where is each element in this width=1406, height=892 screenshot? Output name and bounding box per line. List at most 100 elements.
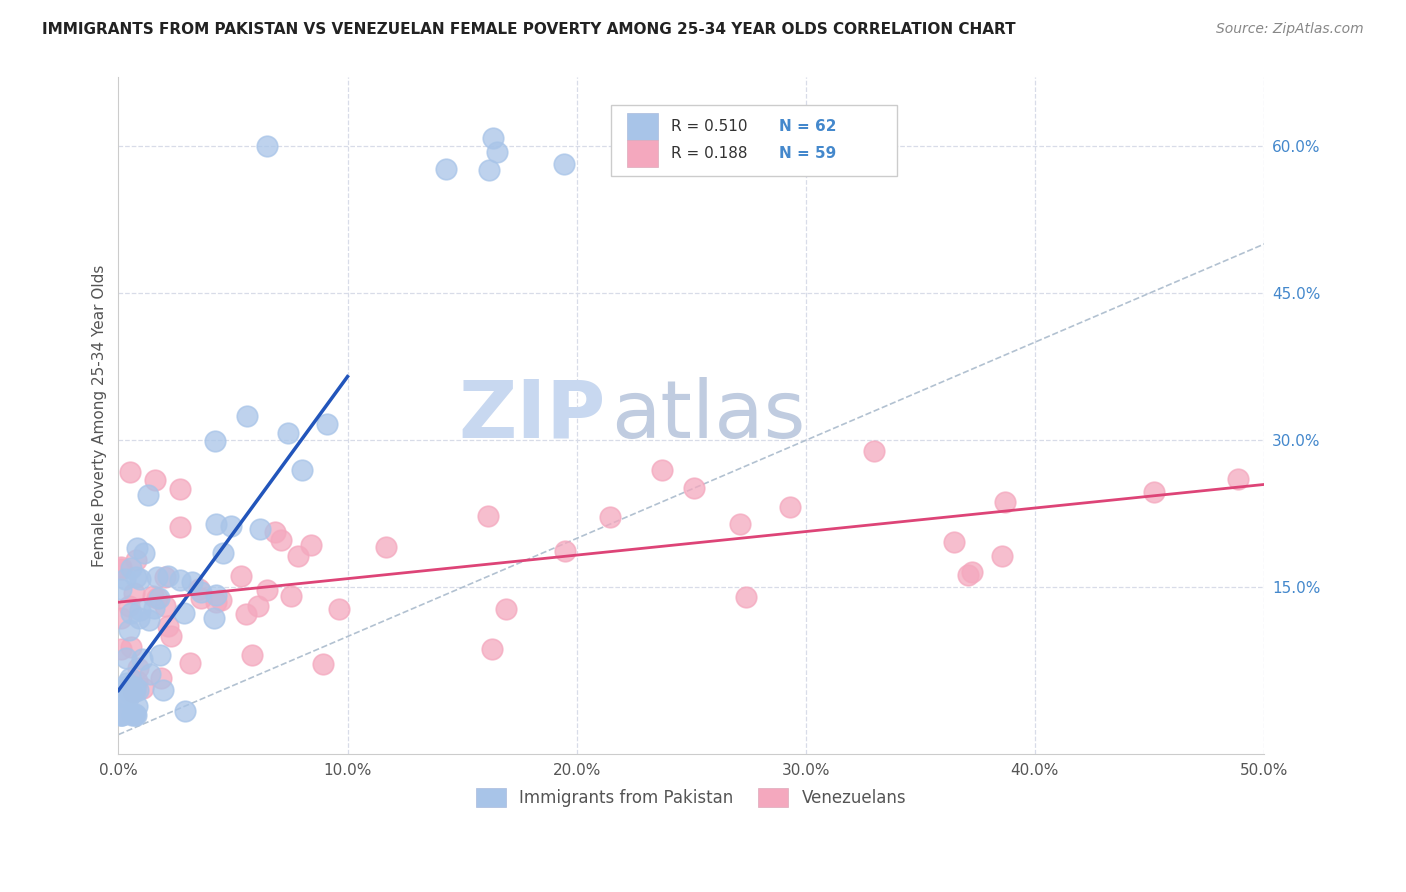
Point (142, 600, 165, 615)
Point (994, 495, 1017, 509)
Point (169, 483, 191, 497)
Point (375, 540, 398, 554)
Point (236, 409, 259, 423)
Text: R = 0.510: R = 0.510 (671, 120, 747, 135)
Point (114, 650, 136, 665)
Point (231, 569, 253, 583)
Point (124, 706, 146, 721)
Point (270, 533, 292, 547)
Point (124, 680, 146, 694)
Point (118, 465, 141, 479)
Text: Source: ZipAtlas.com: Source: ZipAtlas.com (1216, 22, 1364, 37)
Point (299, 538, 322, 552)
Point (202, 611, 225, 625)
Point (114, 688, 136, 702)
Point (155, 599, 177, 613)
Point (730, 516, 752, 531)
Point (249, 522, 271, 536)
Point (156, 619, 179, 633)
Point (1143, 484, 1166, 499)
Text: atlas: atlas (612, 376, 806, 455)
Point (291, 463, 314, 477)
Point (121, 708, 143, 723)
Point (149, 648, 172, 662)
Point (264, 525, 287, 540)
Point (991, 549, 1014, 563)
Point (132, 546, 155, 560)
Point (287, 549, 309, 563)
Point (316, 417, 339, 432)
Point (256, 582, 278, 597)
Point (124, 586, 146, 600)
Point (155, 570, 177, 584)
Point (190, 591, 212, 606)
Point (187, 582, 209, 596)
Point (212, 546, 235, 560)
Point (862, 443, 884, 458)
Point (169, 520, 191, 534)
Point (127, 661, 149, 675)
Point (138, 667, 160, 681)
Text: N = 62: N = 62 (779, 120, 837, 135)
FancyBboxPatch shape (612, 104, 897, 176)
Point (160, 630, 183, 644)
Point (246, 599, 269, 613)
Point (110, 562, 132, 576)
Point (650, 463, 672, 477)
Point (682, 481, 704, 495)
Point (235, 607, 257, 622)
Point (127, 682, 149, 697)
Point (110, 708, 132, 723)
Point (599, 509, 621, 524)
Point (132, 681, 155, 695)
Point (280, 589, 302, 603)
Point (143, 474, 166, 488)
Point (328, 602, 350, 616)
Point (152, 683, 174, 698)
Point (120, 640, 142, 655)
Point (120, 561, 142, 575)
Point (124, 683, 146, 698)
Point (553, 157, 575, 171)
Text: IMMIGRANTS FROM PAKISTAN VS VENEZUELAN FEMALE POVERTY AMONG 25-34 YEAR OLDS CORR: IMMIGRANTS FROM PAKISTAN VS VENEZUELAN F… (42, 22, 1015, 37)
Point (145, 570, 167, 584)
Point (779, 500, 801, 514)
Point (482, 131, 505, 145)
Point (205, 594, 228, 608)
Point (477, 509, 499, 524)
Point (110, 641, 132, 656)
Point (127, 541, 149, 555)
Point (110, 708, 132, 723)
Point (734, 590, 756, 604)
Point (148, 591, 170, 605)
Point (190, 585, 212, 599)
Point (204, 434, 226, 448)
Legend: Immigrants from Pakistan, Venezuelans: Immigrants from Pakistan, Venezuelans (470, 781, 912, 814)
Point (146, 591, 169, 606)
Point (169, 573, 191, 587)
Text: R = 0.188: R = 0.188 (671, 146, 747, 161)
Point (240, 648, 263, 663)
Point (120, 607, 142, 621)
Point (125, 570, 148, 584)
Point (124, 708, 146, 723)
Point (120, 671, 142, 685)
Point (485, 145, 508, 159)
Point (204, 516, 226, 531)
Point (117, 599, 139, 613)
Point (481, 642, 503, 657)
Point (110, 690, 132, 704)
Point (219, 519, 242, 533)
Point (118, 623, 141, 637)
Point (125, 553, 148, 567)
Text: ZIP: ZIP (458, 376, 605, 455)
Point (120, 686, 142, 700)
Point (478, 162, 501, 177)
Point (142, 589, 165, 603)
FancyBboxPatch shape (627, 140, 658, 168)
Point (138, 613, 160, 627)
Point (128, 610, 150, 624)
Point (110, 610, 132, 624)
Point (173, 607, 195, 621)
Point (111, 708, 134, 723)
